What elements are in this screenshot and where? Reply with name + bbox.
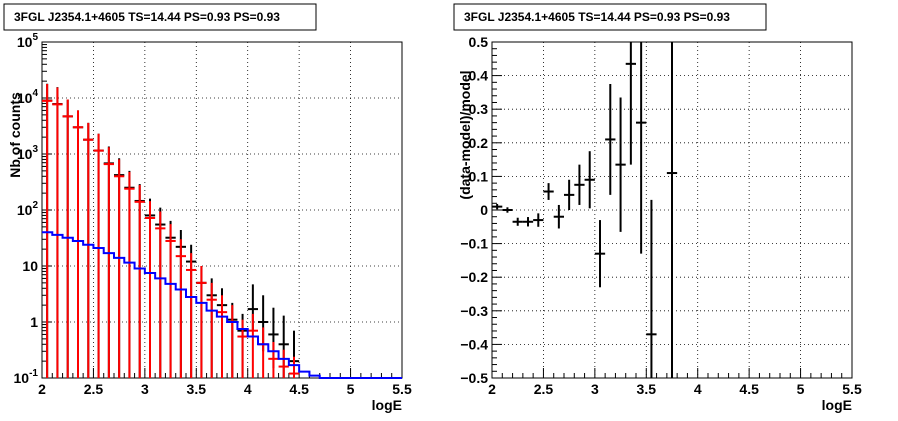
left-x-tick-label: 5 (347, 381, 355, 397)
left-x-tick-label: 2 (38, 381, 46, 397)
right-x-tick-label: 4.5 (739, 381, 759, 397)
right-x-tick-label: 2 (488, 381, 496, 397)
left-y-tick-label: 105 (17, 32, 39, 50)
left-x-tick-label: 4 (244, 381, 252, 397)
left-title-box (3, 3, 317, 31)
left-x-tick-label: 3 (141, 381, 149, 397)
left-data-point (155, 211, 166, 378)
right-data-point (636, 42, 647, 254)
right-title-box (453, 3, 767, 31)
left-x-tick-label: 2.5 (84, 381, 104, 397)
right-data-point (666, 42, 678, 378)
left-x-axis-label: logE (372, 397, 402, 413)
right-ticks: 2 2.5 3 3.5 4 4.5 5 5.5 −0.5 −0.4 −0.3 −0.2 −0.1 0 0.1… (460, 34, 862, 397)
left-data-point (278, 349, 289, 378)
left-model-step-line (42, 231, 402, 379)
left-data-point (186, 253, 197, 378)
right-x-tick-label: 5 (797, 381, 805, 397)
left-y-tick-label: 102 (17, 200, 39, 218)
right-data-point (512, 217, 523, 226)
left-x-tick-label: 5.5 (392, 381, 412, 397)
left-data-point (62, 99, 73, 378)
left-y-tick-label: 10 (22, 258, 38, 274)
left-data-point (206, 282, 217, 378)
right-x-axis-label: logE (822, 397, 852, 413)
left-data-point (83, 122, 94, 378)
right-panel: 2 2.5 3 3.5 4 4.5 5 5.5 −0.5 −0.4 −0.3 −0.2 −0.1 0 0.1… (453, 3, 862, 413)
right-y-tick-label: 0.5 (469, 34, 489, 50)
right-x-tick-label: 2.5 (534, 381, 554, 397)
right-series (492, 42, 678, 378)
left-grid (42, 42, 402, 378)
right-x-tick-label: 4 (694, 381, 702, 397)
right-y-axis-label: (data-model)/model (457, 70, 473, 199)
right-data-point (522, 217, 534, 227)
left-data-point (114, 159, 125, 378)
left-data-point (42, 83, 53, 378)
left-data-point (93, 133, 104, 378)
left-data-point (288, 356, 300, 378)
left-y-tick-label: 1 (30, 314, 38, 330)
right-data-point (605, 84, 616, 195)
right-data-point (574, 164, 585, 205)
right-data-point (492, 203, 503, 210)
left-y-axis-label: Nb of counts (7, 92, 23, 178)
left-x-tick-label: 3.5 (187, 381, 207, 397)
right-x-tick-label: 3.5 (637, 381, 657, 397)
right-data-point (594, 220, 606, 288)
right-y-tick-label: −0.3 (460, 303, 488, 319)
right-y-tick-label: 0.3 (469, 101, 489, 117)
left-series (42, 83, 402, 379)
right-y-tick-label: 0.1 (469, 168, 489, 184)
right-y-tick-label: 0 (480, 202, 488, 218)
right-y-tick-label: −0.2 (460, 269, 488, 285)
left-data-point (134, 184, 145, 378)
left-data-point (52, 87, 63, 378)
right-y-tick-label: −0.1 (460, 236, 488, 252)
left-data-point (124, 171, 135, 378)
left-data-point (196, 266, 207, 378)
left-plot-title: 3FGL J2354.1+4605 TS=14.44 PS=0.93 PS=0.… (14, 10, 280, 24)
right-y-tick-label: −0.5 (460, 370, 488, 386)
left-data-point (72, 110, 84, 378)
left-x-tick-label: 4.5 (289, 381, 309, 397)
right-data-point (533, 213, 544, 227)
right-data-point (625, 42, 636, 165)
right-y-tick-label: 0.2 (469, 135, 489, 151)
right-y-tick-label: 0.4 (469, 68, 489, 84)
left-data-point (268, 341, 279, 378)
right-data-point (646, 199, 657, 378)
right-data-point (543, 183, 554, 200)
right-data-point (584, 151, 595, 209)
right-data-point (553, 204, 564, 229)
left-y-tick-label: 10-1 (14, 368, 39, 386)
left-data-point (175, 239, 186, 378)
right-data-point (615, 97, 626, 232)
right-data-point (502, 207, 513, 213)
left-data-point (216, 295, 228, 378)
left-data-point (144, 201, 156, 378)
right-x-tick-label: 5.5 (842, 381, 862, 397)
right-x-tick-label: 3 (591, 381, 599, 397)
left-data-point (103, 147, 114, 378)
right-y-tick-label: −0.4 (460, 336, 488, 352)
right-plot-title: 3FGL J2354.1+4605 TS=14.44 PS=0.93 PS=0.… (464, 10, 730, 24)
left-data-point (165, 224, 176, 378)
right-data-point (564, 179, 575, 210)
left-data-point (247, 313, 258, 378)
